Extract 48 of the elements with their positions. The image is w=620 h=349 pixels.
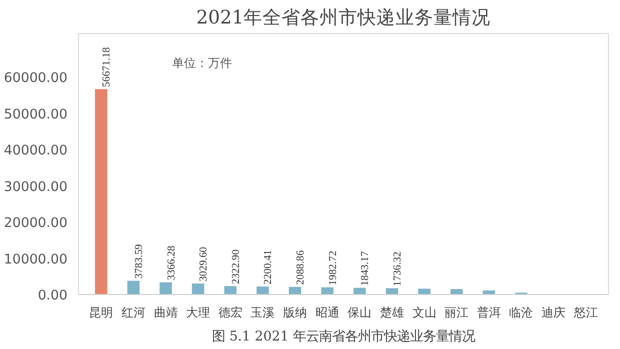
- data-label: 3783.59: [134, 244, 145, 279]
- x-tick-label: 普洱: [476, 306, 501, 320]
- bar: [160, 282, 172, 294]
- bar: [386, 288, 398, 294]
- annotation: 单位：万件: [172, 56, 232, 70]
- x-tick-label: 玉溪: [250, 306, 275, 320]
- bar: [418, 288, 430, 294]
- bar: [256, 286, 269, 294]
- x-tick-label: 曲靖: [154, 306, 178, 320]
- x-tick-label: 红河: [121, 306, 146, 320]
- x-tick-label: 昭通: [315, 306, 340, 320]
- bar: [321, 287, 334, 294]
- x-tick-label: 怒江: [572, 306, 598, 320]
- data-label: 2088.86: [296, 250, 307, 285]
- data-label: 1736.32: [392, 252, 404, 286]
- x-tick-label: 临沧: [509, 306, 534, 320]
- y-tick-label: 30000.00: [4, 180, 68, 195]
- x-tick-label: 丽江: [444, 306, 469, 320]
- data-label: 56671.18: [102, 47, 113, 88]
- x-tick-label: 楚雄: [380, 306, 404, 320]
- x-tick-label: 昆明: [89, 306, 114, 320]
- bar: [224, 286, 237, 294]
- y-tick-label: 60000.00: [4, 71, 68, 86]
- bar: [94, 89, 108, 294]
- x-tick-label: 迪庆: [542, 306, 566, 320]
- bar: [288, 286, 302, 294]
- caption: 图 5.1 2021 年云南省各州市快递业务量情况: [212, 330, 475, 344]
- data-label: 3029.60: [198, 246, 210, 282]
- bar: [192, 284, 204, 294]
- y-tick-label: 0.00: [38, 288, 68, 304]
- x-tick-label: 版纳: [283, 306, 308, 320]
- chart-title: 2021年全省各州市快递业务量情况: [196, 6, 491, 28]
- data-label: 3366.28: [166, 246, 178, 280]
- data-label: 1843.17: [360, 250, 372, 286]
- data-label: 2322.90: [230, 249, 242, 284]
- y-tick-label: 10000.00: [4, 252, 68, 268]
- y-tick-label: 50000.00: [4, 107, 68, 122]
- data-label: 1982.72: [328, 250, 339, 286]
- x-tick-label: 大理: [186, 306, 210, 320]
- bar: [127, 280, 140, 294]
- bar: [450, 289, 463, 294]
- data-label: 2200.41: [263, 250, 274, 285]
- y-tick-label: 20000.00: [4, 216, 68, 231]
- x-tick-label: 保山: [348, 306, 372, 320]
- y-tick-label: 40000.00: [4, 144, 68, 158]
- bar: [354, 288, 366, 294]
- x-tick-label: 德宏: [218, 306, 242, 320]
- x-tick-label: 文山: [412, 306, 436, 320]
